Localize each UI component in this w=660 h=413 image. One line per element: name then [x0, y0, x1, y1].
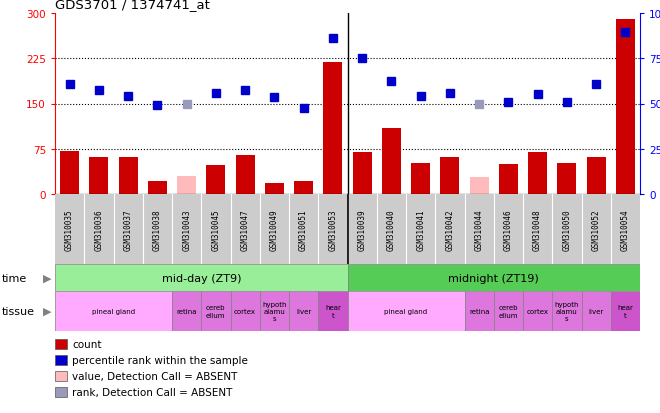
Text: GSM310052: GSM310052	[591, 209, 601, 250]
Text: GSM310048: GSM310048	[533, 209, 542, 250]
Text: hear
t: hear t	[325, 305, 341, 318]
Bar	[55, 291, 172, 331]
Text: hypoth
alamu
s: hypoth alamu s	[554, 301, 579, 321]
Text: GSM310039: GSM310039	[358, 209, 366, 250]
Text: ▶: ▶	[43, 306, 51, 316]
Text: tissue: tissue	[2, 306, 35, 316]
Bar	[494, 291, 523, 331]
Bar	[465, 291, 494, 331]
Text: GSM310043: GSM310043	[182, 209, 191, 250]
Bar	[411, 163, 430, 195]
Text: percentile rank within the sample: percentile rank within the sample	[73, 355, 248, 365]
Text: count: count	[73, 339, 102, 349]
Text: GSM310046: GSM310046	[504, 209, 513, 250]
Text: GSM310050: GSM310050	[562, 209, 572, 250]
Bar	[352, 152, 372, 195]
Bar	[230, 291, 260, 331]
Bar	[201, 291, 230, 331]
Bar	[610, 291, 640, 331]
Bar	[119, 157, 138, 195]
Text: retina: retina	[469, 308, 489, 314]
Text: cereb
ellum: cereb ellum	[206, 305, 226, 318]
Bar	[557, 163, 576, 195]
Text: GSM310036: GSM310036	[94, 209, 104, 250]
Bar	[552, 291, 581, 331]
Text: GSM310040: GSM310040	[387, 209, 396, 250]
Bar	[348, 291, 465, 331]
Bar	[528, 152, 547, 195]
Text: liver: liver	[296, 308, 312, 314]
Bar	[236, 155, 255, 195]
Bar	[323, 63, 343, 195]
Text: mid-day (ZT9): mid-day (ZT9)	[162, 273, 241, 283]
Text: ▶: ▶	[43, 273, 51, 283]
Text: midnight (ZT19): midnight (ZT19)	[448, 273, 539, 283]
Text: GSM310042: GSM310042	[446, 209, 454, 250]
Text: retina: retina	[176, 308, 197, 314]
Text: liver: liver	[589, 308, 604, 314]
Bar	[294, 181, 313, 195]
Text: hear
t: hear t	[618, 305, 634, 318]
Text: GSM310035: GSM310035	[65, 209, 74, 250]
Bar	[148, 181, 167, 195]
Text: GSM310044: GSM310044	[475, 209, 484, 250]
Text: GSM310037: GSM310037	[123, 209, 133, 250]
Bar	[440, 157, 459, 195]
Text: GSM310054: GSM310054	[621, 209, 630, 250]
Text: GSM310053: GSM310053	[329, 209, 337, 250]
Text: GDS3701 / 1374741_at: GDS3701 / 1374741_at	[55, 0, 210, 11]
Text: cortex: cortex	[234, 308, 256, 314]
Bar	[382, 128, 401, 195]
Text: GSM310041: GSM310041	[416, 209, 425, 250]
Bar	[89, 157, 108, 195]
Bar	[177, 176, 196, 195]
Text: GSM310038: GSM310038	[153, 209, 162, 250]
Bar	[60, 151, 79, 195]
Text: pineal gland: pineal gland	[92, 308, 135, 314]
Bar	[207, 166, 225, 195]
Bar	[348, 264, 640, 291]
Bar	[318, 291, 348, 331]
Text: hypoth
alamu
s: hypoth alamu s	[262, 301, 286, 321]
Text: cereb
ellum: cereb ellum	[498, 305, 518, 318]
Bar	[470, 178, 488, 195]
Bar	[265, 184, 284, 195]
Text: pineal gland: pineal gland	[384, 308, 428, 314]
Bar	[616, 20, 635, 195]
Bar	[55, 264, 348, 291]
Text: GSM310047: GSM310047	[241, 209, 249, 250]
Bar	[499, 164, 518, 195]
Text: cortex: cortex	[527, 308, 548, 314]
Text: time: time	[2, 273, 27, 283]
Bar	[581, 291, 611, 331]
Text: GSM310049: GSM310049	[270, 209, 279, 250]
Bar	[523, 291, 552, 331]
Bar	[587, 157, 606, 195]
Text: GSM310051: GSM310051	[299, 209, 308, 250]
Text: value, Detection Call = ABSENT: value, Detection Call = ABSENT	[73, 371, 238, 381]
Text: rank, Detection Call = ABSENT: rank, Detection Call = ABSENT	[73, 387, 233, 397]
Bar	[289, 291, 318, 331]
Text: GSM310045: GSM310045	[211, 209, 220, 250]
Bar	[260, 291, 289, 331]
Bar	[172, 291, 201, 331]
